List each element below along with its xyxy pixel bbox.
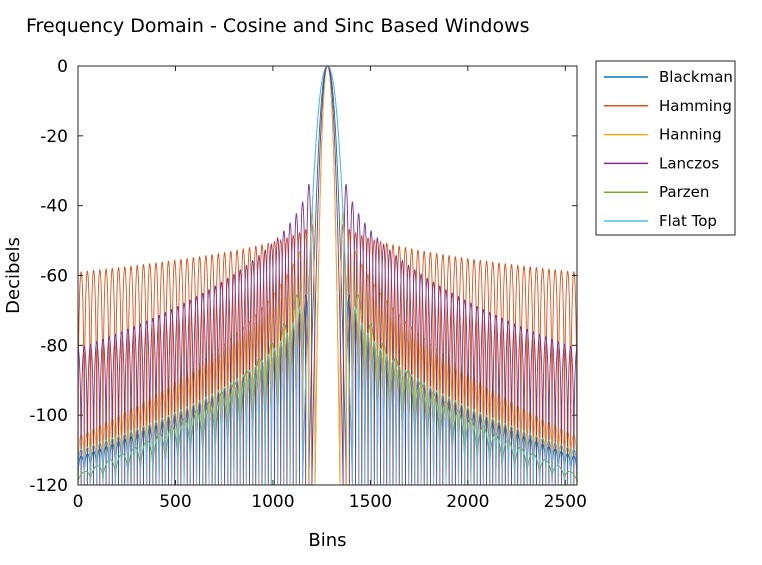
series-line-lanczos [78, 66, 577, 485]
legend-label: Blackman [659, 68, 733, 86]
x-tick-label: 1000 [251, 492, 294, 512]
x-tick-label: 2000 [446, 492, 489, 512]
y-tick-label: -80 [40, 336, 68, 356]
legend-label: Parzen [659, 183, 709, 201]
y-tick-label: -100 [29, 406, 68, 426]
x-tick-label: 0 [73, 492, 84, 512]
x-tick-label: 1500 [349, 492, 392, 512]
x-tick-label: 500 [159, 492, 191, 512]
series-line-blackman [78, 66, 577, 485]
legend: Blackman Hamming Hanning Lanczos Parzen Flat … [595, 60, 736, 236]
y-tick-label: -120 [29, 476, 68, 496]
legend-box [595, 60, 736, 236]
series-layer [78, 66, 577, 485]
tick-layer: 0 500 1000 1500 2000 2500 0 -20 -40 -60 -80 -100 -12… [29, 57, 587, 512]
legend-label: Hanning [659, 126, 722, 144]
x-tick-label: 2500 [544, 492, 587, 512]
y-tick-label: 0 [57, 57, 68, 77]
chart-title: Frequency Domain - Cosine and Sinc Based… [26, 15, 530, 37]
series-line-flat-top [78, 66, 577, 485]
x-axis-title: Bins [308, 530, 346, 551]
series-line-parzen [78, 66, 577, 485]
y-axis-title: Decibels [3, 237, 24, 314]
y-tick-label: -60 [40, 267, 68, 287]
series-line-hanning [78, 66, 577, 485]
legend-label: Flat Top [659, 212, 717, 230]
legend-label: Lanczos [659, 154, 719, 172]
y-tick-label: -20 [40, 127, 68, 147]
series-line-hamming [78, 66, 577, 485]
legend-label: Hamming [659, 97, 732, 115]
y-tick-label: -40 [40, 197, 68, 217]
